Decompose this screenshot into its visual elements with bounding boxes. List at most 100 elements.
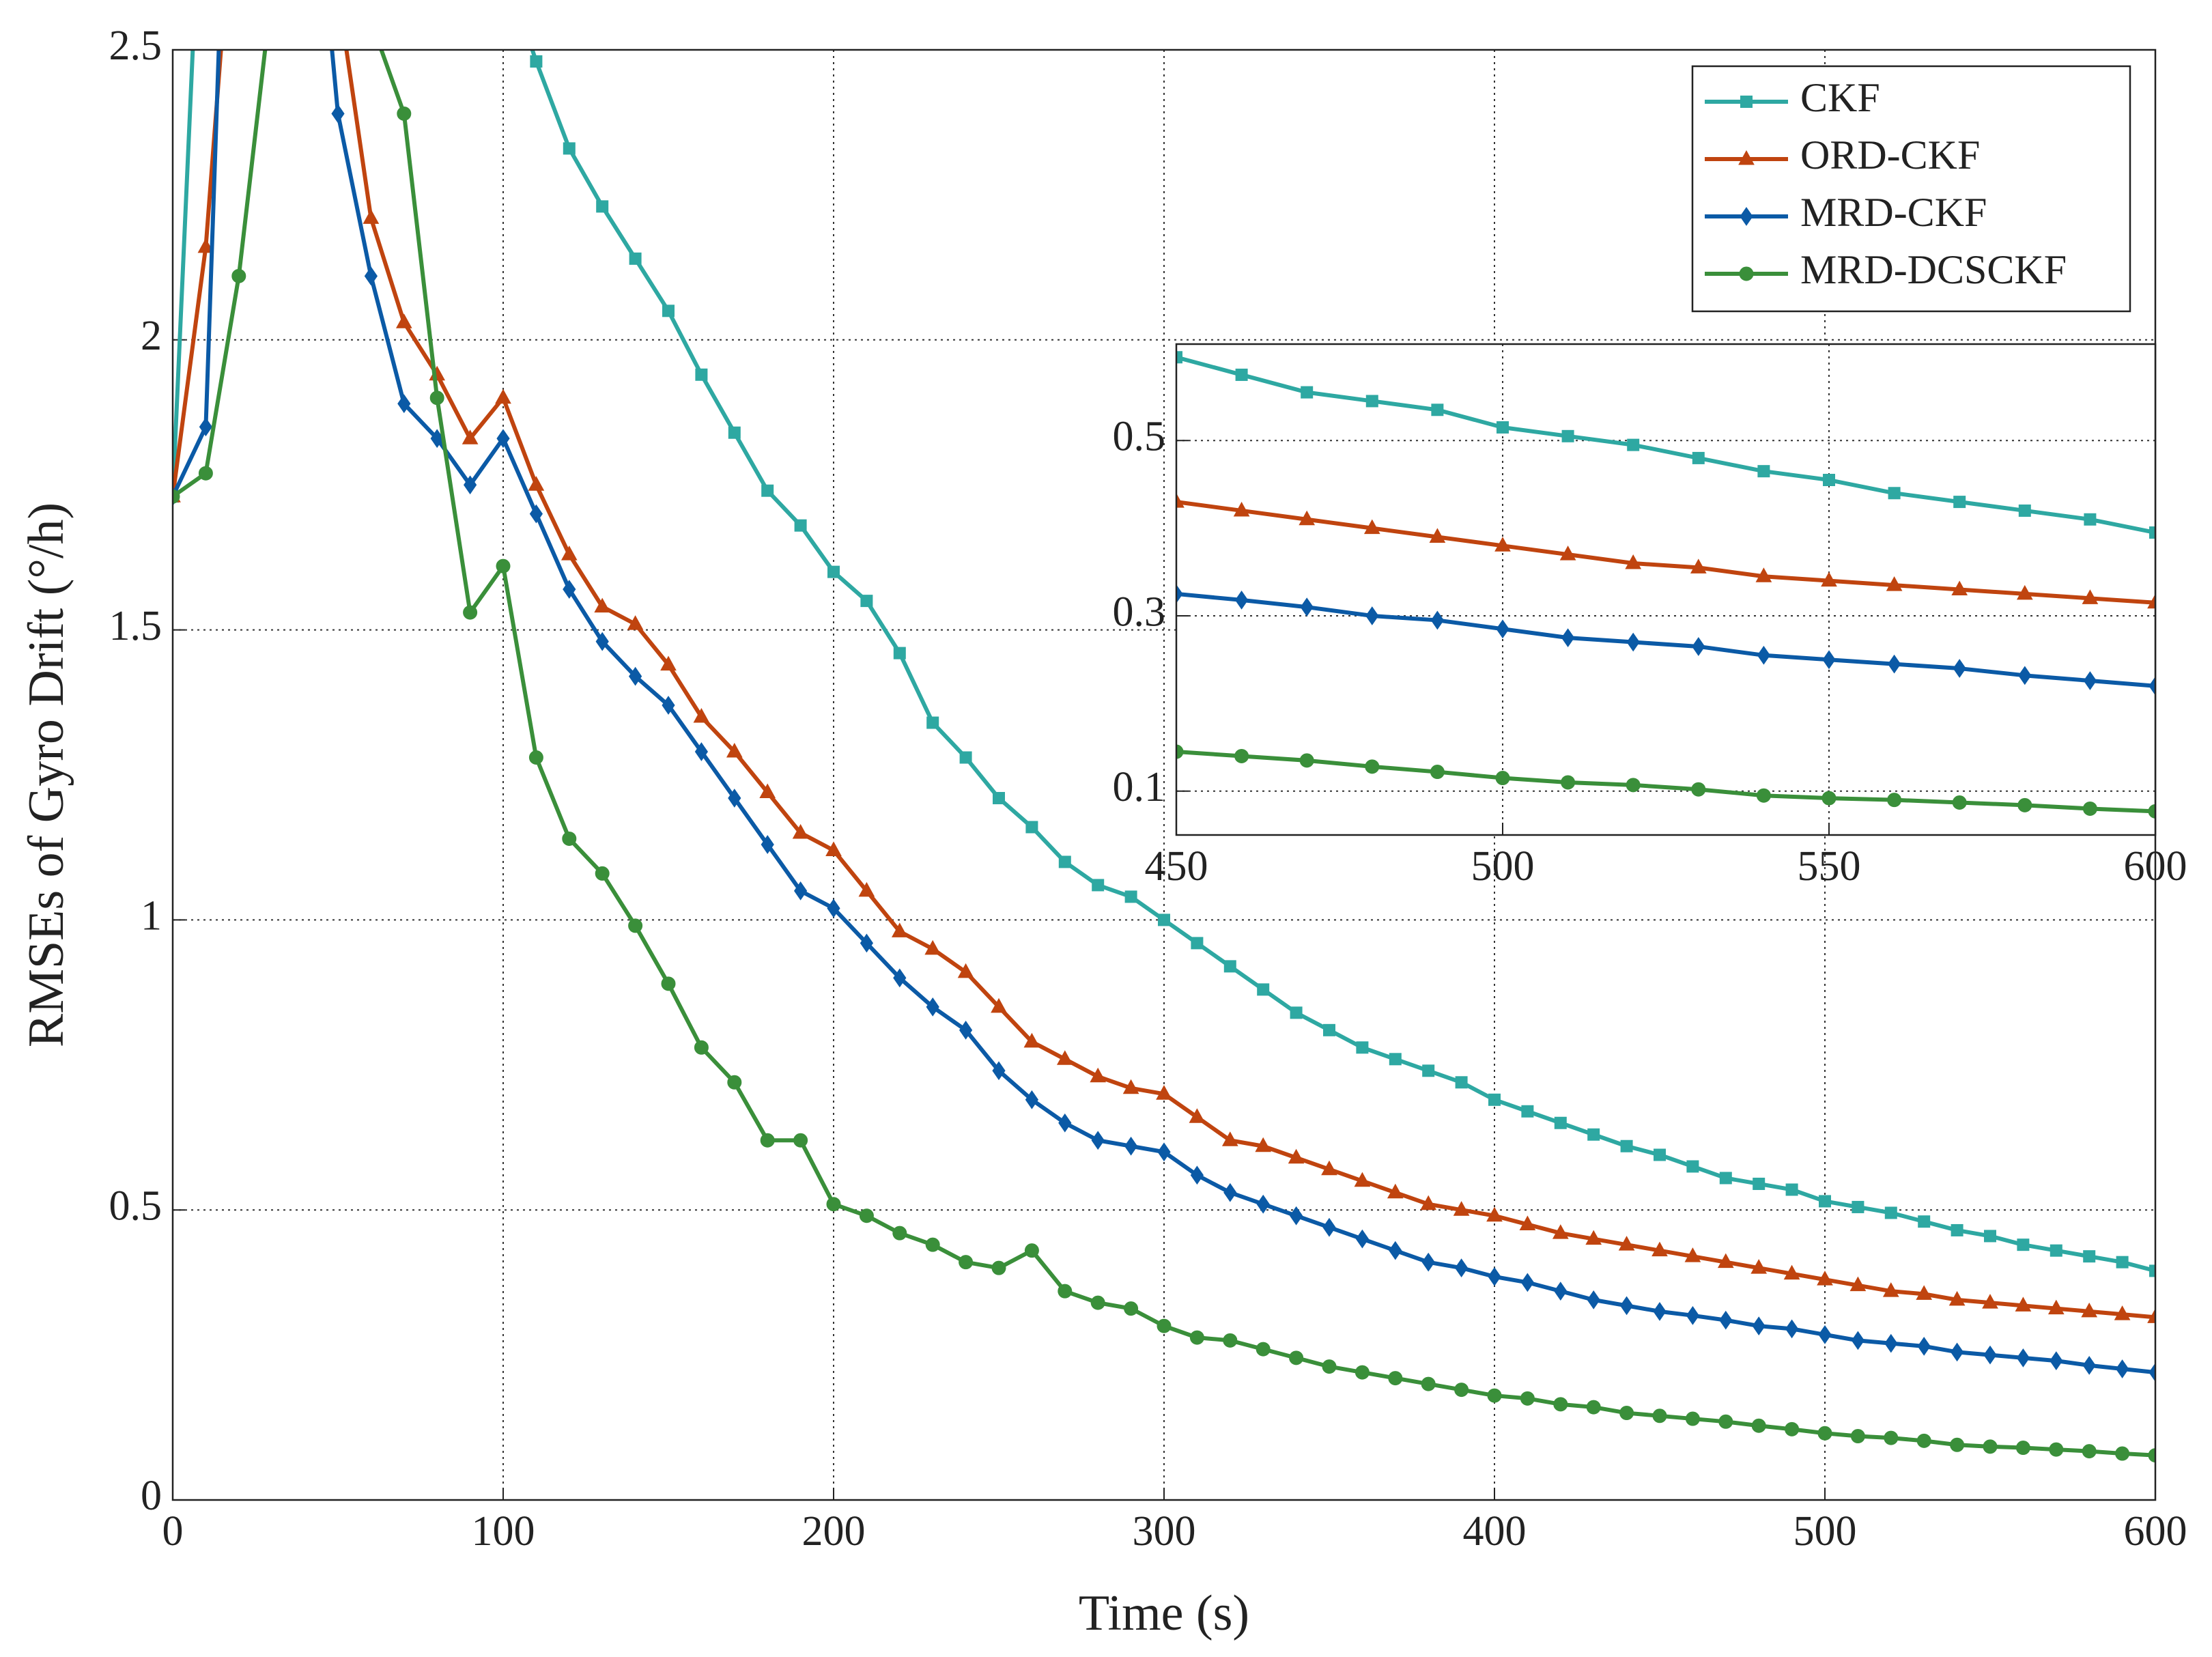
marker [1496,619,1509,639]
marker [662,305,675,317]
marker [1753,1177,1766,1190]
marker [1717,1253,1734,1269]
marker [1691,782,1706,797]
marker [2149,1264,2155,1277]
marker [1092,879,1105,892]
marker [562,831,577,846]
marker [1023,1032,1040,1048]
marker [1626,778,1641,793]
marker [331,104,345,124]
marker [1750,1259,1768,1274]
marker [1740,96,1753,108]
marker [1888,487,1901,500]
marker [1719,1172,1732,1185]
marker [826,1197,841,1212]
marker [1486,1206,1503,1222]
marker [1223,1333,1238,1348]
marker [2050,1351,2063,1370]
marker [959,1020,973,1040]
x-tick-label: 0 [162,1508,184,1555]
marker [1851,1331,1865,1350]
marker [1652,1408,1667,1424]
marker [1388,1371,1403,1386]
marker [2016,1348,2030,1368]
marker [794,519,807,532]
legend-label: ORD-CKF [1800,132,1980,178]
marker [1058,855,1071,868]
marker [1887,793,1902,808]
marker [1950,1437,1965,1452]
marker [1552,1224,1569,1239]
marker [1739,266,1754,281]
marker [827,898,840,918]
marker [496,429,510,449]
marker [530,55,543,68]
marker [893,647,906,660]
marker [1223,1182,1237,1202]
marker [2049,1442,2064,1457]
marker [563,580,576,599]
marker [1233,501,1250,517]
marker [1785,1183,1798,1196]
line [1176,750,2155,814]
marker [1690,558,1707,573]
marker [993,791,1005,804]
y-tick-label: 1.5 [109,603,162,649]
marker [1355,1365,1370,1380]
marker [1322,1217,1336,1237]
marker [1455,1076,1468,1089]
line [1176,500,2155,605]
marker [1122,1079,1139,1094]
marker [1821,791,1837,806]
marker [1916,1285,1933,1300]
marker [1953,496,1966,509]
x-tick-label: 500 [1471,843,1535,890]
marker [528,750,543,765]
marker [462,429,479,444]
inset-background [1176,344,2155,835]
marker [2147,1308,2155,1323]
y-tick-label: 0.1 [1113,764,1166,810]
marker [627,615,644,630]
marker [1487,1388,1502,1403]
marker [1354,1172,1371,1187]
marker [860,933,874,953]
marker [1494,537,1511,552]
marker [959,1255,974,1270]
marker [1124,1301,1139,1316]
marker [1024,1243,1039,1258]
marker [397,106,412,121]
marker [429,391,444,406]
marker [1256,1194,1270,1214]
marker [1430,610,1445,630]
marker [364,266,378,286]
marker [1389,1241,1402,1260]
marker [2149,1363,2155,1382]
marker [858,881,875,897]
marker [628,666,642,686]
x-tick-label: 300 [1133,1508,1196,1555]
marker [1255,1137,1272,1152]
marker [2149,676,2155,696]
marker [1191,937,1204,950]
marker [1884,1333,1898,1353]
marker [728,426,741,439]
marker [1553,1397,1568,1412]
marker [1619,1296,1634,1316]
marker [2083,1250,2096,1263]
marker [827,565,840,578]
marker [594,597,611,613]
y-tick-label: 0.3 [1113,589,1166,635]
marker [2147,593,2155,609]
marker [1561,628,1575,647]
marker [1953,659,1966,678]
marker [694,1040,709,1055]
marker [1495,771,1510,786]
marker [1056,1050,1073,1065]
marker [1817,1271,1833,1286]
marker [727,1075,742,1090]
marker [2149,526,2155,539]
marker [1189,1108,1206,1123]
marker [1686,1160,1699,1173]
marker [1223,960,1236,973]
